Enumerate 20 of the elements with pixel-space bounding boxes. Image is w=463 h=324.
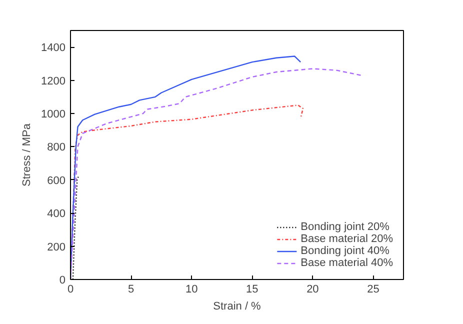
y-tick-label: 200 xyxy=(47,241,66,254)
y-tick-label: 400 xyxy=(47,208,66,220)
x-tick-label: 5 xyxy=(128,284,134,296)
legend-label: Bonding joint 40% xyxy=(300,245,390,257)
y-tick-label: 1000 xyxy=(41,108,66,120)
x-axis-title: Strain / % xyxy=(213,300,262,312)
x-tick-label: 10 xyxy=(185,284,198,296)
y-axis-title: Stress / MPa xyxy=(21,122,34,186)
x-tick-label: 25 xyxy=(367,284,380,296)
y-tick-label: 600 xyxy=(47,174,66,187)
x-tick-label: 0 xyxy=(67,284,74,296)
x-tick-label: 20 xyxy=(306,284,319,296)
y-tick-label: 0 xyxy=(59,274,66,286)
x-tick-label: 15 xyxy=(246,284,258,296)
legend-label: Bonding joint 20% xyxy=(300,221,390,233)
y-tick-label: 1400 xyxy=(41,42,66,54)
legend-label: Base material 40% xyxy=(300,257,393,269)
y-tick-label: 800 xyxy=(47,142,66,154)
y-tick-label: 1200 xyxy=(41,75,66,88)
legend-label: Base material 20% xyxy=(300,233,393,245)
